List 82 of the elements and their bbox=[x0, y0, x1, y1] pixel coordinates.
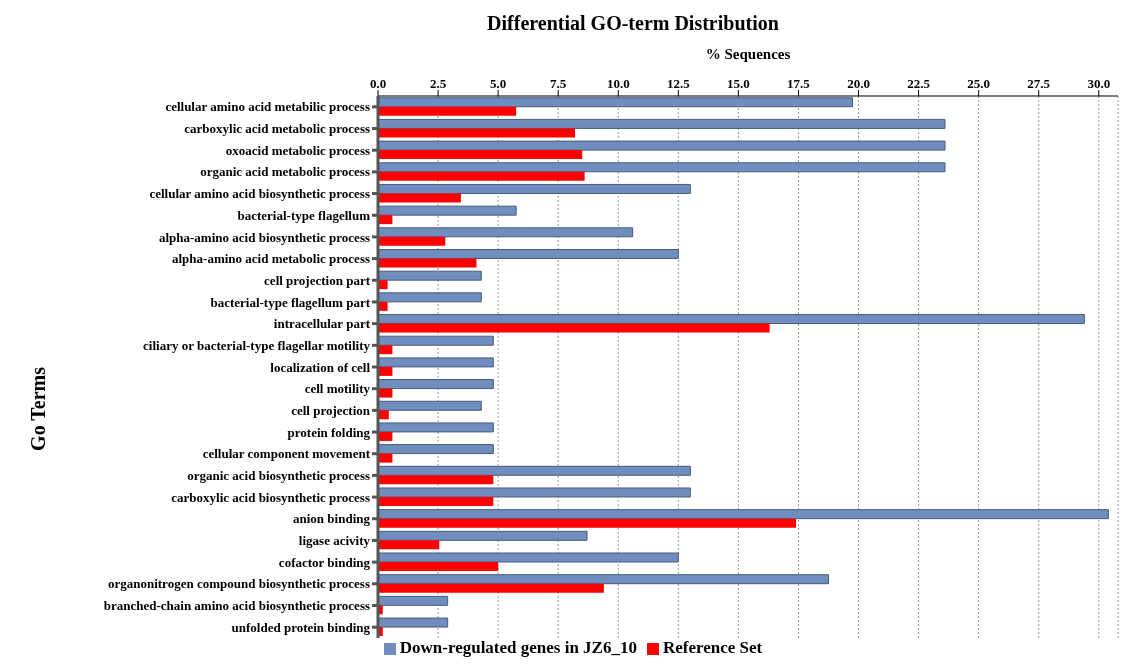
bar bbox=[378, 475, 494, 485]
bar bbox=[378, 496, 494, 506]
bar bbox=[378, 509, 1109, 520]
legend-label: Reference Set bbox=[662, 638, 763, 657]
y-tick-label: carboxylic acid metabolic process bbox=[184, 121, 370, 137]
y-tick-label: bacterial-type flagellum bbox=[237, 207, 371, 223]
bar bbox=[378, 444, 494, 455]
bar bbox=[378, 335, 494, 346]
bar bbox=[378, 205, 517, 216]
x-tick-label: 12.5 bbox=[666, 76, 691, 91]
y-tick-label: cellular component movement bbox=[202, 446, 371, 462]
y-tick-label: carboxylic acid biosynthetic process bbox=[171, 489, 370, 505]
bar bbox=[378, 595, 449, 606]
bar bbox=[378, 400, 482, 411]
bar bbox=[378, 97, 854, 108]
bar bbox=[378, 193, 461, 203]
bar bbox=[378, 258, 477, 268]
bar bbox=[378, 422, 494, 433]
y-tick-label: unfolded protein binding bbox=[231, 619, 371, 635]
x-tick-label: 15.0 bbox=[727, 76, 750, 91]
x-axis-title: % Sequences bbox=[705, 45, 791, 62]
y-tick-label: branched-chain amino acid biosynthetic process bbox=[103, 598, 370, 614]
bar bbox=[378, 150, 583, 160]
y-tick-label: cell projection bbox=[291, 402, 371, 418]
bar bbox=[378, 617, 449, 628]
legend-label: Down-regulated genes in JZ6_10 bbox=[399, 638, 637, 657]
bar bbox=[378, 357, 494, 368]
bar bbox=[378, 118, 946, 129]
y-axis-title: Go Terms bbox=[27, 366, 50, 451]
y-tick-label: intracellular part bbox=[273, 316, 371, 332]
y-tick-label: ligase acivity bbox=[298, 533, 371, 549]
y-tick-label: localization of cell bbox=[270, 359, 371, 375]
chart-title: Differential GO-term Distribution bbox=[486, 11, 780, 36]
bar bbox=[378, 236, 446, 246]
y-tick-label: cellular amino acid biosynthetic process bbox=[149, 186, 370, 202]
y-tick-label: cell motility bbox=[304, 381, 371, 397]
x-tick-label: 2.5 bbox=[429, 76, 447, 91]
bar bbox=[378, 140, 946, 151]
x-tick-label: 5.0 bbox=[490, 76, 507, 91]
bar bbox=[378, 323, 770, 333]
bar bbox=[378, 270, 482, 281]
x-tick-label: 27.5 bbox=[1027, 76, 1051, 91]
bar bbox=[378, 487, 691, 498]
x-tick-label: 10.0 bbox=[606, 76, 630, 91]
bar bbox=[378, 227, 634, 238]
x-tick-label: 25.0 bbox=[967, 76, 991, 91]
x-tick-label: 22.5 bbox=[907, 76, 931, 91]
bar bbox=[378, 552, 679, 563]
y-tick-label: alpha-amino acid metabolic process bbox=[171, 251, 370, 267]
y-tick-label: organic acid metabolic process bbox=[200, 164, 370, 180]
bar bbox=[378, 314, 1085, 325]
bar bbox=[378, 171, 585, 181]
y-tick-label: bacterial-type flagellum part bbox=[210, 294, 371, 310]
x-tick-label: 17.5 bbox=[787, 76, 811, 91]
bar bbox=[378, 562, 499, 572]
bar bbox=[378, 465, 691, 476]
bar bbox=[378, 518, 797, 528]
x-tick-label: 0.0 bbox=[369, 76, 387, 91]
bar bbox=[378, 162, 946, 173]
x-tick-label: 30.0 bbox=[1087, 76, 1111, 91]
x-tick-label: 20.0 bbox=[847, 76, 870, 91]
y-tick-label: cofactor binding bbox=[278, 554, 371, 570]
bar bbox=[378, 379, 494, 390]
bar bbox=[378, 128, 576, 138]
y-tick-label: ciliary or bacterial-type flagellar motility bbox=[143, 337, 371, 353]
y-tick-label: organonitrogen compound biosynthetic process bbox=[107, 576, 370, 592]
y-tick-label: oxoacid metabolic process bbox=[225, 142, 370, 158]
bar bbox=[378, 183, 691, 194]
y-tick-label: alpha-amino acid biosynthetic process bbox=[158, 229, 370, 245]
bar bbox=[378, 530, 588, 541]
y-tick-label: organic acid biosynthetic process bbox=[187, 468, 370, 484]
bar bbox=[378, 106, 517, 116]
bar bbox=[378, 248, 679, 259]
x-tick-label: 7.5 bbox=[550, 76, 567, 91]
y-tick-label: anion binding bbox=[293, 511, 371, 527]
y-tick-label: cell projection part bbox=[264, 272, 371, 288]
bar bbox=[378, 574, 829, 585]
y-tick-label: cellular amino acid metabilic process bbox=[165, 99, 370, 115]
bar bbox=[378, 292, 482, 303]
bar bbox=[378, 540, 440, 550]
bar bbox=[378, 583, 604, 593]
y-tick-label: protein folding bbox=[287, 424, 371, 440]
